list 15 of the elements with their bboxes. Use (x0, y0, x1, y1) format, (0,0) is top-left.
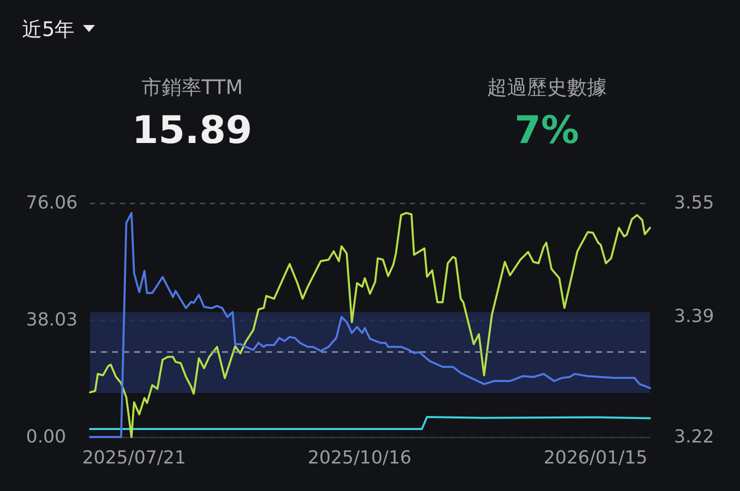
line-series (89, 416, 651, 430)
x-tick-label: 2025/07/21 (82, 448, 186, 468)
y2-tick-label: 3.22 (674, 426, 714, 448)
y2-tick-label: 3.39 (674, 306, 714, 327)
y-tick-label: 76.06 (26, 192, 78, 214)
x-tick-label: 2026/01/15 (544, 448, 648, 468)
text: 15.89 (132, 108, 252, 152)
y-tick-label: 38.03 (26, 310, 78, 330)
text: 市銷率TTM (142, 74, 243, 101)
text: 近5年 (22, 16, 75, 43)
x-tick-label: 2025/10/16 (308, 448, 412, 468)
y2-tick-label: 3.55 (674, 192, 714, 214)
text: 7% (514, 108, 580, 152)
y-tick-label: 0.00 (26, 426, 66, 448)
text: 超過歷史數據 (487, 74, 607, 101)
